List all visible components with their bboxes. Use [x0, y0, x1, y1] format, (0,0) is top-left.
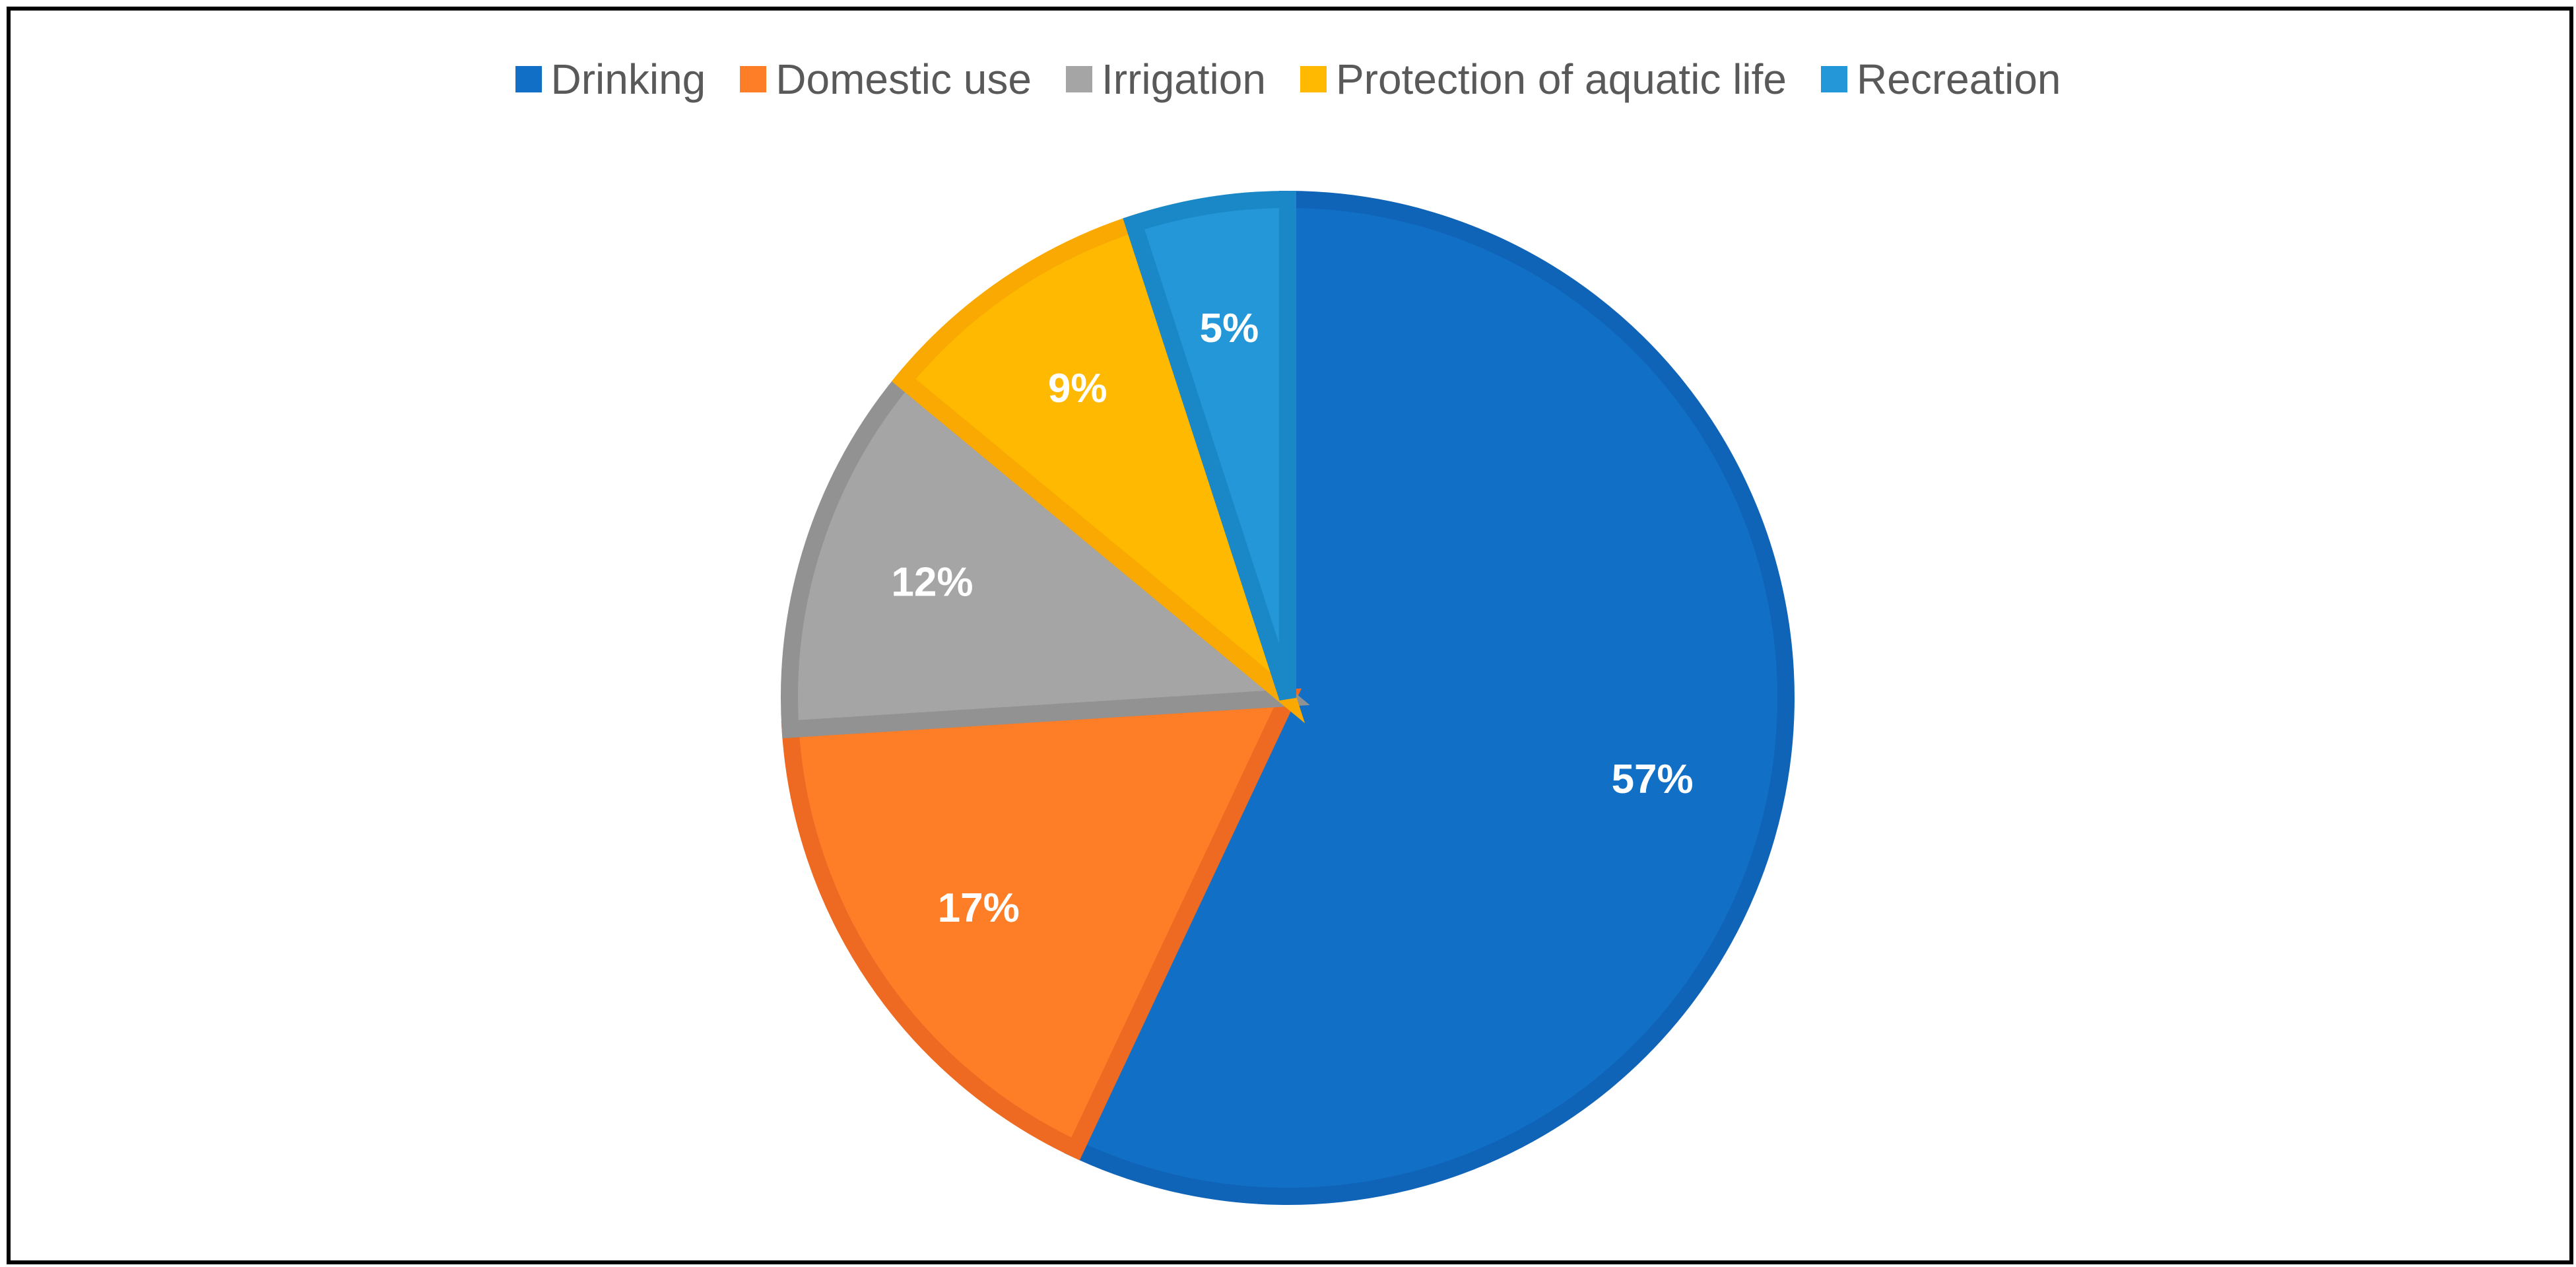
data-label-drinking: 57% [1612, 757, 1694, 802]
legend-label-domestic-use: Domestic use [776, 55, 1032, 103]
chart-legend: Drinking Domestic use Irrigation Protect… [0, 58, 2576, 100]
legend-swatch-protection-of-aquatic-life [1300, 66, 1327, 92]
pie-slice-protection-of-aquatic-life [891, 213, 1305, 724]
data-label-recreation: 5% [1200, 306, 1259, 351]
legend-swatch-domestic-use [740, 66, 767, 92]
data-label-protection-of-aquatic-life: 9% [1048, 366, 1107, 411]
pie-slices [781, 190, 1795, 1205]
legend-swatch-drinking [515, 66, 542, 92]
legend-label-recreation: Recreation [1857, 55, 2061, 103]
legend-swatch-irrigation [1065, 66, 1092, 92]
legend-label-drinking: Drinking [550, 55, 706, 103]
pie-data-labels: 57% 17% 12% 9% 5% [891, 306, 1693, 931]
data-label-irrigation: 12% [891, 560, 973, 605]
legend-item-drinking: Drinking [515, 58, 706, 100]
legend-label-protection-of-aquatic-life: Protection of aquatic life [1335, 55, 1787, 103]
legend-item-domestic-use: Domestic use [740, 58, 1032, 100]
pie-slice-irrigation [781, 368, 1310, 739]
legend-item-irrigation: Irrigation [1065, 55, 1266, 103]
legend-label-irrigation: Irrigation [1101, 55, 1266, 103]
data-label-domestic-use: 17% [938, 885, 1020, 931]
pie-slice-domestic-use [781, 688, 1302, 1161]
legend-item-recreation: Recreation [1821, 58, 2061, 100]
legend-swatch-recreation [1821, 66, 1847, 92]
legend-item-protection-of-aquatic-life: Protection of aquatic life [1300, 58, 1787, 100]
pie-slice-recreation [1123, 190, 1296, 701]
pie-slice-drinking [1064, 190, 1795, 1205]
